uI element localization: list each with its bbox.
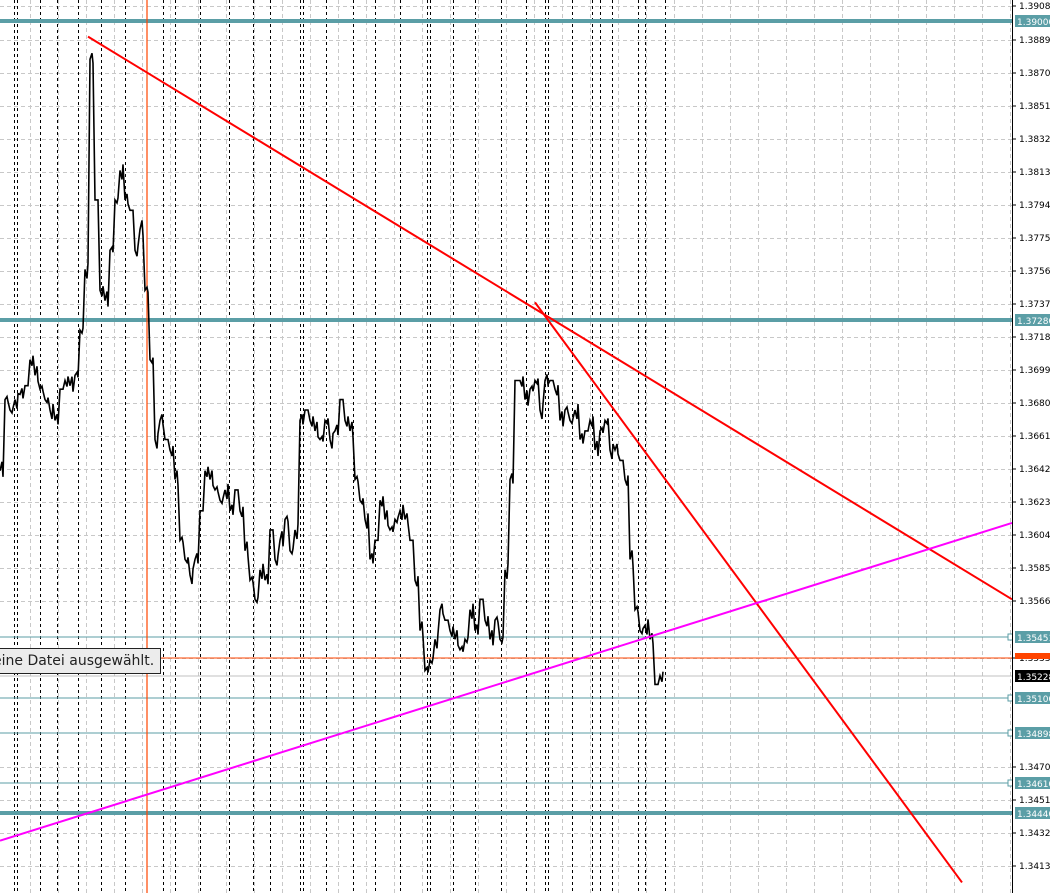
tooltip: eine Datei ausgewählt. — [0, 648, 162, 674]
tick-label: 1.37370 — [1019, 300, 1050, 310]
trendline[interactable] — [87, 35, 1013, 601]
bid-price-label: 1.35228 — [1017, 673, 1050, 683]
tick-label: 1.36040 — [1019, 531, 1050, 541]
tick-label: 1.37940 — [1019, 201, 1050, 211]
horizontal-levels[interactable] — [0, 19, 1015, 815]
level-price-label-bg — [1015, 692, 1050, 704]
tick-label: 1.38700 — [1019, 69, 1050, 79]
price-line — [0, 52, 664, 686]
level-price-label: 1.34898 — [1017, 730, 1050, 740]
tick-label: 1.35660 — [1019, 597, 1050, 607]
tick-label: 1.36800 — [1019, 399, 1050, 409]
ask-price-label — [1015, 653, 1050, 659]
trendline[interactable] — [0, 521, 1013, 842]
level-price-label: 1.34440 — [1017, 810, 1050, 820]
tick-label: 1.34325 — [1019, 829, 1050, 839]
level-price-label-bg — [1015, 314, 1050, 326]
grid — [0, 0, 1012, 893]
tick-label: 1.39085 — [1019, 2, 1050, 12]
tick-label: 1.36610 — [1019, 432, 1050, 442]
tick-label: 1.35850 — [1019, 564, 1050, 574]
tick-label: 1.37180 — [1019, 333, 1050, 343]
session-separators — [14, 0, 666, 893]
tick-label: 1.36420 — [1019, 465, 1050, 475]
level-price-label: 1.37280 — [1017, 317, 1050, 327]
price-series — [0, 52, 664, 686]
bid-price-label-bg — [1015, 670, 1050, 682]
tick-label: 1.36230 — [1019, 498, 1050, 508]
level-price-label-bg — [1015, 631, 1050, 643]
tick-label: 1.38890 — [1019, 36, 1050, 46]
level-price-label-bg — [1015, 727, 1050, 739]
tick-label: 1.36990 — [1019, 366, 1050, 376]
tick-label: 1.37750 — [1019, 234, 1050, 244]
axis-background — [1012, 0, 1050, 893]
price-axis: 1.39085 1.38890 1.38700 1.38510 1.38320 1.381… — [1012, 0, 1050, 893]
trendline[interactable] — [534, 301, 963, 884]
tick-label: 1.38320 — [1019, 135, 1050, 145]
level-price-label-bg — [1015, 15, 1050, 27]
level-price-label-bg — [1015, 777, 1050, 789]
level-price-label: 1.35100 — [1017, 695, 1050, 705]
level-price-label: 1.34610 — [1017, 780, 1050, 790]
level-price-label-bg — [1015, 807, 1050, 819]
tick-label: 1.34135 — [1019, 862, 1050, 872]
tick-label: 1.34705 — [1019, 763, 1050, 773]
trendlines[interactable] — [0, 35, 1013, 884]
tick-label: 1.38130 — [1019, 168, 1050, 178]
tick-label: 1.38510 — [1019, 102, 1050, 112]
level-price-label: 1.39000 — [1017, 18, 1050, 28]
tick-label: 1.34515 — [1019, 796, 1050, 806]
tick-label: 1.37560 — [1019, 267, 1050, 277]
